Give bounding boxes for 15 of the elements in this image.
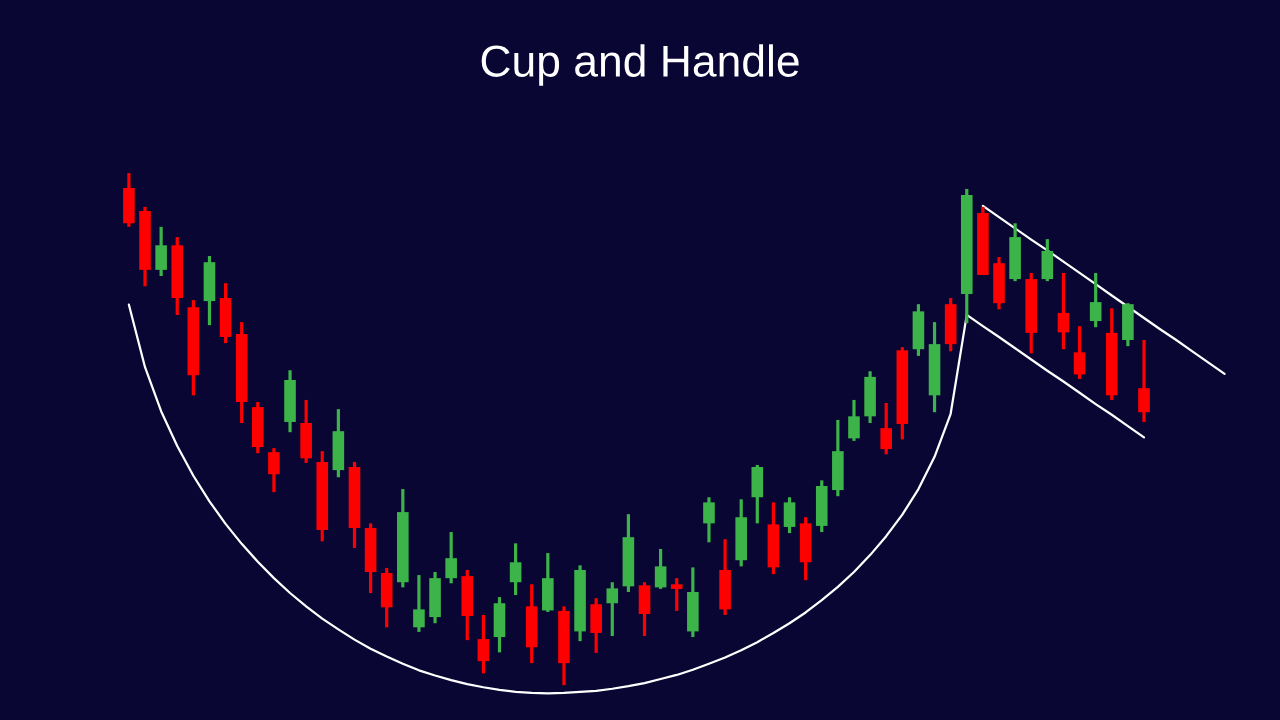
candlestick bbox=[1089, 271, 1102, 328]
candlestick bbox=[509, 543, 522, 597]
candlestick bbox=[477, 615, 490, 674]
candlestick bbox=[413, 575, 425, 632]
candlestick bbox=[1073, 326, 1086, 379]
candlestick bbox=[1057, 271, 1070, 350]
candlestick bbox=[268, 448, 280, 494]
candlestick bbox=[703, 497, 715, 543]
candlestick bbox=[670, 578, 683, 611]
chart-title: Cup and Handle bbox=[481, 44, 799, 86]
candlestick bbox=[606, 582, 619, 637]
candlestick bbox=[654, 547, 667, 589]
candlestick bbox=[445, 532, 457, 584]
candlestick bbox=[848, 398, 860, 441]
candlestick bbox=[880, 403, 892, 455]
